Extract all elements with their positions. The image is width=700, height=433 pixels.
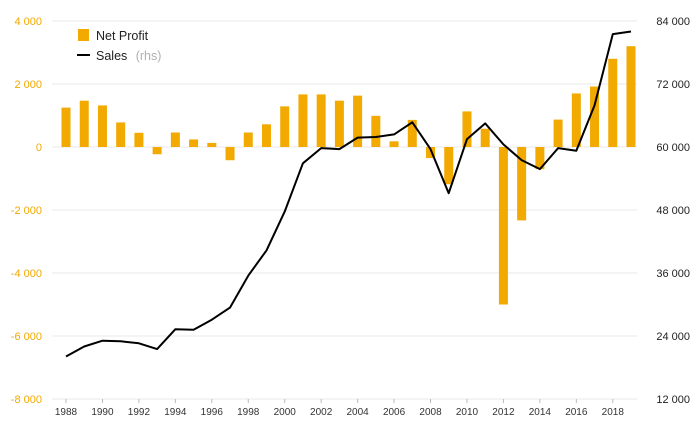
right-tick-label: 72 000	[656, 79, 690, 91]
x-tick-label: 2006	[383, 407, 406, 418]
left-tick-label: 0	[36, 142, 42, 154]
legend-label-sales: Sales (rhs)	[96, 47, 161, 64]
legend-label-sales-suffix: (rhs)	[136, 49, 162, 63]
right-tick-label: 84 000	[656, 16, 690, 28]
bar-net-profit	[407, 119, 417, 147]
x-tick-label: 1988	[55, 407, 78, 418]
x-tick-label: 2018	[602, 407, 625, 418]
right-tick-label: 36 000	[656, 268, 690, 280]
left-tick-label: -2 000	[11, 205, 42, 217]
bar-net-profit	[426, 147, 436, 159]
x-tick-label: 1990	[91, 407, 114, 418]
x-tick-label: 1994	[164, 407, 187, 418]
bar-net-profit	[207, 142, 217, 147]
right-tick-label: 60 000	[656, 142, 690, 154]
left-tick-label: 4 000	[14, 16, 42, 28]
bar-net-profit	[626, 46, 636, 148]
bar-net-profit	[498, 147, 508, 305]
left-tick-label: 2 000	[14, 79, 42, 91]
bar-net-profit	[535, 147, 545, 170]
bar-net-profit	[590, 86, 600, 147]
legend: Net Profit Sales (rhs)	[77, 29, 161, 64]
bar-net-profit	[61, 107, 71, 147]
bars	[61, 46, 636, 305]
bar-net-profit	[116, 122, 126, 147]
right-tick-label: 24 000	[656, 331, 690, 343]
bar-net-profit	[371, 115, 381, 147]
bar-net-profit	[389, 141, 399, 147]
bar-net-profit	[170, 132, 180, 147]
x-tick-label: 2010	[456, 407, 479, 418]
bar-net-profit	[134, 132, 144, 147]
bar-net-profit	[280, 106, 290, 147]
bar-net-profit	[571, 93, 581, 147]
bar-net-profit	[261, 124, 271, 147]
left-tick-label: -6 000	[11, 331, 42, 343]
x-tick-label: 2016	[565, 407, 588, 418]
bar-net-profit	[79, 100, 89, 147]
x-tick-label: 2014	[529, 407, 552, 418]
x-tick-label: 2002	[310, 407, 333, 418]
left-tick-label: -8 000	[11, 394, 42, 406]
sales-line	[65, 30, 632, 358]
grid	[52, 20, 637, 400]
bar-net-profit	[480, 128, 490, 147]
right-tick-label: 48 000	[656, 205, 690, 217]
bar-net-profit	[608, 58, 618, 147]
bar-net-profit	[225, 147, 235, 161]
right-tick-label: 12 000	[656, 394, 690, 406]
bar-net-profit	[189, 139, 199, 147]
x-tick-label: 1992	[128, 407, 151, 418]
x-tick-label: 1996	[201, 407, 224, 418]
x-axis: 1988 1990 1992 1994 1996 1998 2000 2002 2004 2006…	[55, 399, 624, 418]
legend-label-net-profit: Net Profit	[96, 29, 149, 43]
sales-line-group	[65, 30, 632, 358]
bar-net-profit	[152, 147, 162, 155]
bar-net-profit	[243, 132, 253, 147]
bar-net-profit	[462, 111, 472, 147]
x-tick-label: 2008	[419, 407, 442, 418]
left-axis: 4 000 2 000 0 -2 000 -4 000 -6 000 -8 000	[11, 16, 42, 406]
right-axis: 84 000 72 000 60 000 48 000 36 000 24 000 12 0…	[656, 16, 690, 406]
bar-net-profit	[316, 94, 326, 147]
bar-net-profit	[444, 147, 454, 185]
legend-label-sales-name: Sales	[96, 49, 127, 63]
bar-net-profit	[298, 94, 308, 147]
bar-net-profit	[517, 147, 527, 221]
x-tick-label: 2012	[492, 407, 515, 418]
bar-net-profit	[353, 95, 363, 147]
x-tick-label: 1998	[237, 407, 260, 418]
bar-net-profit	[553, 119, 563, 147]
bar-net-profit	[97, 105, 107, 147]
x-tick-label: 2004	[346, 407, 369, 418]
left-tick-label: -4 000	[11, 268, 42, 280]
bar-net-profit	[334, 100, 344, 147]
legend-swatch-net-profit	[78, 29, 89, 41]
x-tick-label: 2000	[274, 407, 297, 418]
